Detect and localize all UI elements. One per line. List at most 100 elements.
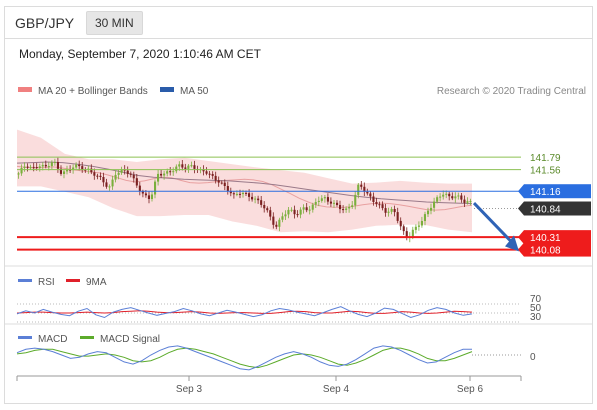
candle-body <box>396 212 399 221</box>
candle-body <box>160 173 163 176</box>
forecast-arrow-shaft <box>472 202 514 244</box>
candle-body <box>59 168 62 174</box>
candle-body <box>147 195 150 199</box>
candle-body <box>469 201 472 203</box>
candle-body <box>254 198 257 200</box>
rsi-ma-line <box>16 310 473 314</box>
macd-layer <box>16 345 521 371</box>
candle-body <box>187 165 190 169</box>
candle-body <box>135 178 138 186</box>
candle-body <box>442 194 445 197</box>
level-layer: 141.79 141.56 141.16 140.84 140.31 140.08 <box>17 153 591 257</box>
candle-body <box>181 164 184 168</box>
macd-line <box>16 345 472 371</box>
candle-body <box>150 194 153 199</box>
candle-body <box>205 171 208 174</box>
candle-body <box>414 226 417 230</box>
candle-body <box>75 164 78 168</box>
candle-body <box>317 200 320 202</box>
candle-body <box>402 226 405 232</box>
candle-body <box>423 214 426 221</box>
datetime-label: Monday, September 7, 2020 1:10:46 AM CET <box>19 47 261 61</box>
candle-body <box>454 196 457 199</box>
x-tick-sep4: Sep 4 <box>323 384 350 395</box>
candle-body <box>23 166 26 168</box>
candle-body <box>323 197 326 199</box>
candle-body <box>138 185 141 192</box>
candle-body <box>378 204 381 206</box>
time-axis-ticks <box>16 376 522 381</box>
candle-body <box>463 199 466 203</box>
candle-body <box>208 173 211 175</box>
candle-body <box>81 166 84 170</box>
candle-body <box>93 172 96 176</box>
candle-body <box>226 186 229 192</box>
candle-body <box>120 169 123 173</box>
candle-body <box>336 202 339 205</box>
candle-body <box>445 193 448 195</box>
candle-body <box>433 201 436 208</box>
bollinger-band-layer <box>17 129 472 233</box>
candle-body <box>329 201 332 204</box>
candle-body <box>223 182 226 186</box>
x-tick-sep6: Sep 6 <box>457 384 484 395</box>
chart-frame: GBP/JPY 30 MIN Monday, September 7, 2020… <box>4 6 593 404</box>
candle-body <box>99 175 102 177</box>
ma50-legend-label: MA 50 <box>180 86 209 97</box>
candle-body <box>311 204 314 210</box>
candle-body <box>375 202 378 205</box>
price-tag-140.84 <box>524 201 591 216</box>
rsi-tick-30: 30 <box>530 312 542 323</box>
candle-body <box>111 179 114 187</box>
candle-body <box>169 171 172 173</box>
candle-body <box>96 175 99 177</box>
candle-body <box>184 167 187 169</box>
candle-body <box>141 191 144 194</box>
macd-signal-line <box>16 347 473 369</box>
candle-body <box>263 205 266 209</box>
macd-signal-legend-swatch <box>80 336 94 339</box>
research-credit: Research © 2020 Trading Central <box>437 86 586 97</box>
candle-body <box>235 193 238 195</box>
macd-legend-swatch <box>18 336 32 339</box>
candle-body <box>251 196 254 200</box>
candle-body <box>275 224 278 227</box>
macd-signal-legend-label: MACD Signal <box>100 334 160 345</box>
candle-body <box>354 194 357 206</box>
candle-body <box>430 207 433 211</box>
candle-body <box>56 162 59 169</box>
candle-body <box>266 208 269 211</box>
candle-body <box>269 210 272 217</box>
candle-body <box>193 165 196 169</box>
rsi-tick-70: 70 <box>530 294 542 305</box>
candle-body <box>451 196 454 199</box>
candle-body <box>178 164 181 167</box>
candle-body <box>278 219 281 227</box>
candle-body <box>190 165 193 167</box>
level-label-141.56: 141.56 <box>530 166 561 177</box>
candle-body <box>53 162 56 163</box>
candle-body <box>163 173 166 176</box>
candle-body <box>26 166 29 168</box>
candle-layer <box>17 157 472 243</box>
candle-body <box>44 164 47 167</box>
timeframe-button[interactable]: 30 MIN <box>86 11 143 35</box>
price-tag-label-140.31: 140.31 <box>530 233 561 244</box>
ma20-line <box>16 165 473 211</box>
candle-body <box>32 166 35 168</box>
price-tag-label-141.16: 141.16 <box>530 187 561 198</box>
candle-body <box>157 173 160 182</box>
candle-body <box>448 193 451 197</box>
candle-body <box>381 204 384 209</box>
candle-body <box>417 225 420 227</box>
candle-body <box>411 229 414 237</box>
candle-body <box>290 209 293 211</box>
candle-body <box>320 198 323 201</box>
candle-body <box>260 200 263 205</box>
price-tag-pointer <box>518 184 524 199</box>
candle-body <box>132 174 135 179</box>
candle-body <box>114 174 117 180</box>
candle-body <box>90 168 93 173</box>
bb-legend-label: MA 20 + Bollinger Bands <box>38 86 148 97</box>
